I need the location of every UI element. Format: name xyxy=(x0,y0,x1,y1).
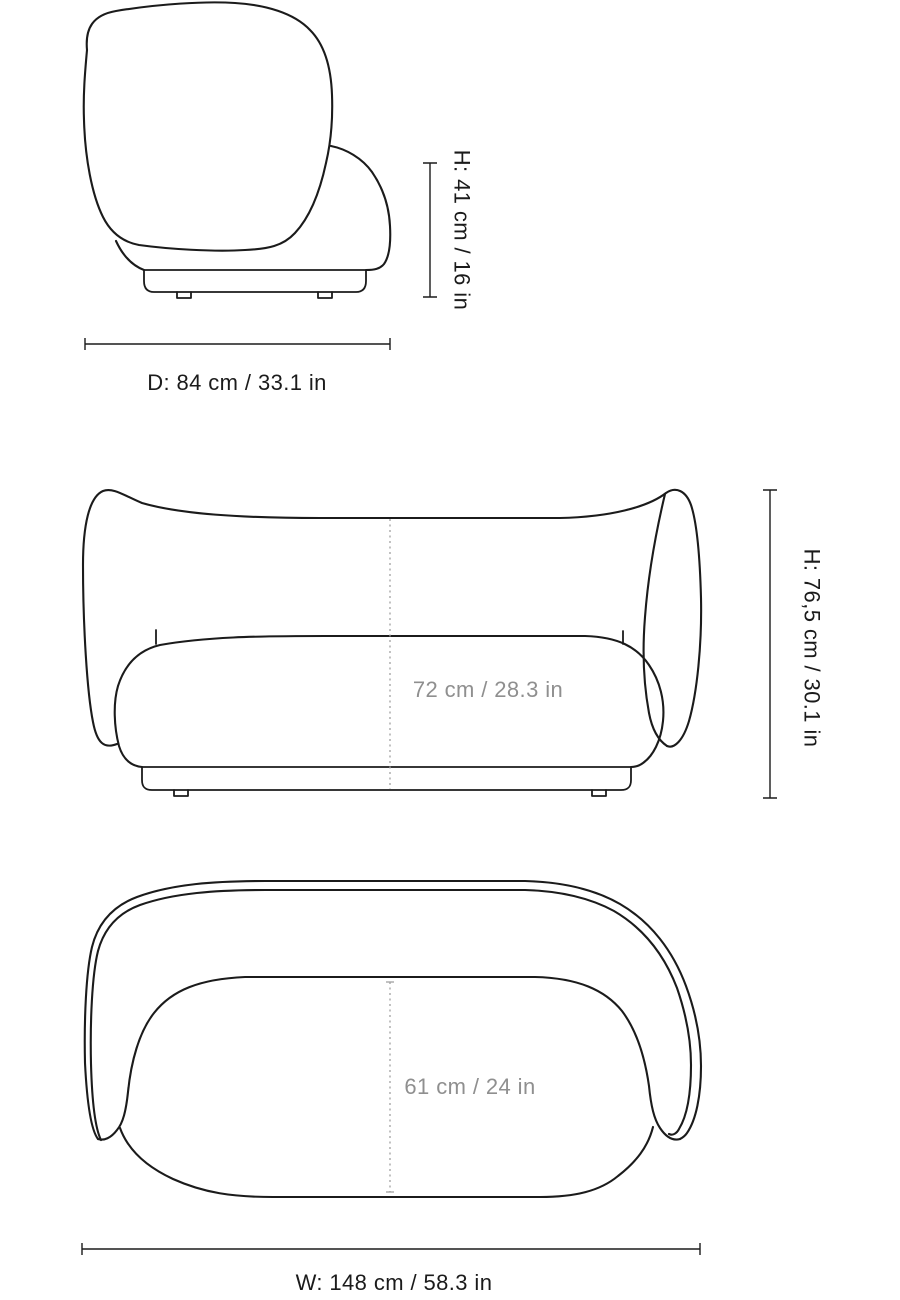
side-foot-left xyxy=(176,291,192,299)
side-base-plinth xyxy=(143,269,367,293)
front-base-plinth xyxy=(141,766,632,791)
side-depth-dimension: D: 84 cm / 33.1 in xyxy=(84,338,391,395)
front-height-dimension: H: 76,5 cm / 30.1 in xyxy=(763,489,824,799)
dimension-line xyxy=(763,489,777,799)
front-seat-height-label: 72 cm / 28.3 in xyxy=(413,677,563,702)
front-seat-outline xyxy=(113,634,665,769)
dimension-line xyxy=(423,162,437,298)
front-foot-left xyxy=(173,789,189,797)
front-view: 72 cm / 28.3 in H: 76,5 cm / 30.1 in xyxy=(81,488,824,799)
front-back-outline xyxy=(81,488,703,748)
side-left-connector xyxy=(114,239,146,272)
side-foot-right xyxy=(317,291,333,299)
side-height-dimension: H: 41 cm / 16 in xyxy=(423,150,474,310)
top-view: 61 cm / 24 in W: 148 cm / 58.3 in xyxy=(81,879,703,1295)
side-back-cushion-outline xyxy=(82,1,334,252)
side-view: H: 41 cm / 16 in D: 84 cm / 33.1 in xyxy=(82,1,474,395)
top-seat-depth-label: 61 cm / 24 in xyxy=(404,1074,535,1099)
front-right-horn-inner-line xyxy=(642,492,669,748)
side-depth-label: D: 84 cm / 33.1 in xyxy=(147,370,327,395)
side-seat-outline xyxy=(329,144,392,272)
top-seat-back-outline xyxy=(96,975,682,1141)
dimension-line xyxy=(84,338,391,350)
front-overall-height-label: H: 76,5 cm / 30.1 in xyxy=(799,549,824,748)
top-overall-width-label: W: 148 cm / 58.3 in xyxy=(296,1270,493,1295)
side-height-label: H: 41 cm / 16 in xyxy=(449,150,474,310)
dimension-line xyxy=(81,1243,701,1255)
top-back-inner-line xyxy=(89,888,693,1142)
front-foot-right xyxy=(591,789,607,797)
top-back-outer-line xyxy=(83,879,703,1141)
top-width-dimension: W: 148 cm / 58.3 in xyxy=(81,1243,701,1295)
top-seat-front-outline xyxy=(118,1125,655,1199)
